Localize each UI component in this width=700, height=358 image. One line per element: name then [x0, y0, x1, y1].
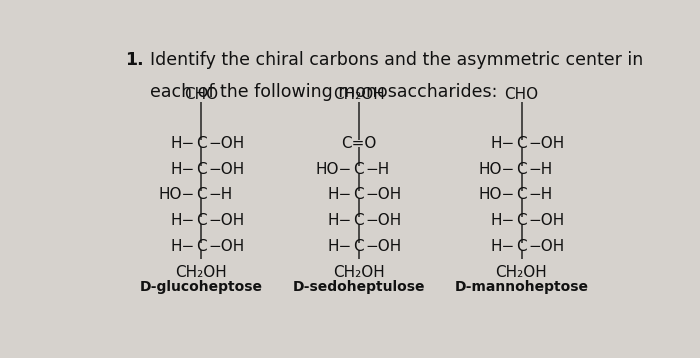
- Text: −OH: −OH: [208, 239, 244, 253]
- Text: H−: H−: [491, 239, 515, 253]
- Text: C: C: [196, 162, 206, 177]
- Text: H−: H−: [171, 239, 195, 253]
- Text: H−: H−: [328, 213, 352, 228]
- Text: HO−: HO−: [316, 162, 352, 177]
- Text: H−: H−: [328, 239, 352, 253]
- Text: C: C: [516, 239, 527, 253]
- Text: C=O: C=O: [341, 136, 377, 151]
- Text: CH₂OH: CH₂OH: [496, 265, 547, 280]
- Text: C: C: [196, 239, 206, 253]
- Text: H−: H−: [328, 187, 352, 202]
- Text: H−: H−: [171, 136, 195, 151]
- Text: C: C: [516, 187, 527, 202]
- Text: H−: H−: [171, 162, 195, 177]
- Text: H−: H−: [491, 213, 515, 228]
- Text: CH₂OH: CH₂OH: [176, 265, 228, 280]
- Text: C: C: [196, 187, 206, 202]
- Text: −OH: −OH: [365, 187, 402, 202]
- Text: −OH: −OH: [365, 239, 402, 253]
- Text: −H: −H: [208, 187, 232, 202]
- Text: CH₂OH: CH₂OH: [333, 265, 384, 280]
- Text: −OH: −OH: [208, 162, 244, 177]
- Text: −OH: −OH: [208, 136, 244, 151]
- Text: HO−: HO−: [479, 162, 515, 177]
- Text: −H: −H: [528, 187, 552, 202]
- Text: HO−: HO−: [159, 187, 195, 202]
- Text: HO−: HO−: [479, 187, 515, 202]
- Text: C: C: [196, 213, 206, 228]
- Text: −OH: −OH: [528, 136, 564, 151]
- Text: C: C: [354, 187, 364, 202]
- Text: H−: H−: [491, 136, 515, 151]
- Text: C: C: [516, 162, 527, 177]
- Text: C: C: [354, 162, 364, 177]
- Text: D-glucoheptose: D-glucoheptose: [140, 280, 263, 294]
- Text: −H: −H: [528, 162, 552, 177]
- Text: CH₂OH: CH₂OH: [333, 87, 384, 102]
- Text: D-sedoheptulose: D-sedoheptulose: [293, 280, 425, 294]
- Text: −OH: −OH: [528, 239, 564, 253]
- Text: D-mannoheptose: D-mannoheptose: [454, 280, 589, 294]
- Text: −H: −H: [365, 162, 389, 177]
- Text: C: C: [196, 136, 206, 151]
- Text: each of the following monosaccharides:: each of the following monosaccharides:: [150, 83, 497, 101]
- Text: Identify the chiral carbons and the asymmetric center in: Identify the chiral carbons and the asym…: [150, 51, 643, 69]
- Text: −OH: −OH: [528, 213, 564, 228]
- Text: 1.: 1.: [125, 51, 144, 69]
- Text: CHO: CHO: [184, 87, 218, 102]
- Text: −OH: −OH: [208, 213, 244, 228]
- Text: H−: H−: [171, 213, 195, 228]
- Text: C: C: [516, 213, 527, 228]
- Text: C: C: [516, 136, 527, 151]
- Text: −OH: −OH: [365, 213, 402, 228]
- Text: C: C: [354, 239, 364, 253]
- Text: C: C: [354, 213, 364, 228]
- Text: CHO: CHO: [505, 87, 538, 102]
